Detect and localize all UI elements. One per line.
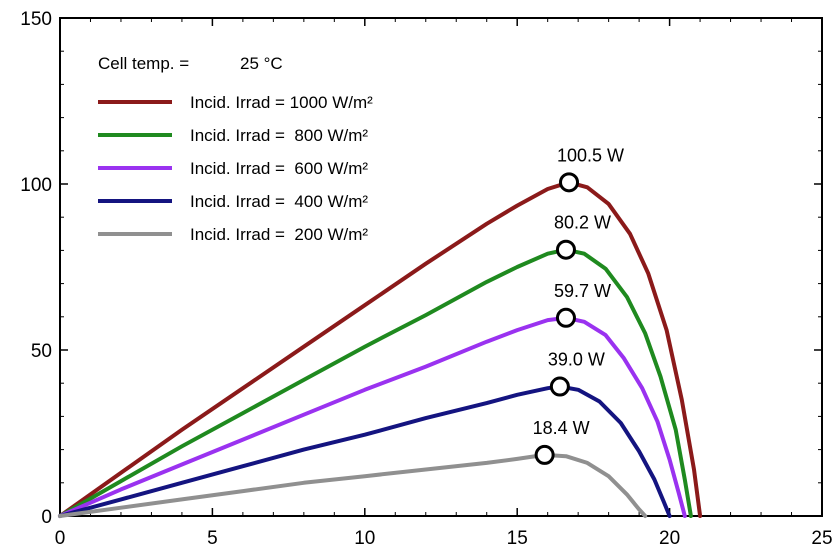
y-tick-label: 100 bbox=[20, 175, 52, 196]
x-tick-label: 15 bbox=[507, 528, 528, 549]
mpp-value-label: 80.2 W bbox=[554, 213, 611, 233]
series-line bbox=[58, 180, 703, 518]
x-tick-label: 5 bbox=[207, 528, 218, 549]
plot-frame bbox=[59, 17, 823, 517]
legend-entry-label: Incid. Irrad = 600 W/m² bbox=[190, 159, 368, 178]
mpp-marker bbox=[549, 376, 570, 397]
x-tick-label: 25 bbox=[811, 528, 832, 549]
mpp-value-label: 18.4 W bbox=[533, 418, 590, 438]
mpp-marker bbox=[555, 307, 576, 328]
marker-layer: 100.5 W 80.2 W 59.7 W 39.0 W 18.4 W bbox=[533, 145, 624, 465]
mpp-marker bbox=[555, 239, 576, 260]
y-tick-label: 0 bbox=[41, 507, 52, 528]
mpp-value-label: 59.7 W bbox=[554, 281, 611, 301]
x-tick-label: 20 bbox=[659, 528, 680, 549]
y-tick-label: 50 bbox=[31, 341, 52, 362]
mpp-marker bbox=[534, 444, 555, 465]
mpp-value-label: 100.5 W bbox=[557, 145, 624, 165]
legend: Cell temp. = 25 °C Incid. Irrad = 1000 W/m… bbox=[98, 54, 373, 244]
series-line bbox=[58, 452, 648, 518]
cell-temp-value: 25 °C bbox=[240, 54, 283, 73]
y-tick-label: 150 bbox=[20, 9, 52, 30]
axes-layer: 0 5 10 15 20 25 0 50 100 150 bbox=[20, 9, 832, 549]
series-line bbox=[58, 247, 693, 518]
x-tick-label: 10 bbox=[354, 528, 375, 549]
series-layer bbox=[58, 180, 703, 518]
legend-entry-label: Incid. Irrad = 200 W/m² bbox=[190, 225, 368, 244]
legend-entry-label: Incid. Irrad = 400 W/m² bbox=[190, 192, 368, 211]
legend-entry-label: Incid. Irrad = 1000 W/m² bbox=[190, 93, 373, 112]
series-line bbox=[58, 384, 672, 518]
x-tick-label: 0 bbox=[55, 528, 66, 549]
cell-temp-label: Cell temp. = bbox=[98, 54, 189, 73]
legend-entry-label: Incid. Irrad = 800 W/m² bbox=[190, 126, 368, 145]
mpp-marker bbox=[559, 172, 580, 193]
series-line bbox=[58, 315, 687, 518]
mpp-value-label: 39.0 W bbox=[548, 350, 605, 370]
